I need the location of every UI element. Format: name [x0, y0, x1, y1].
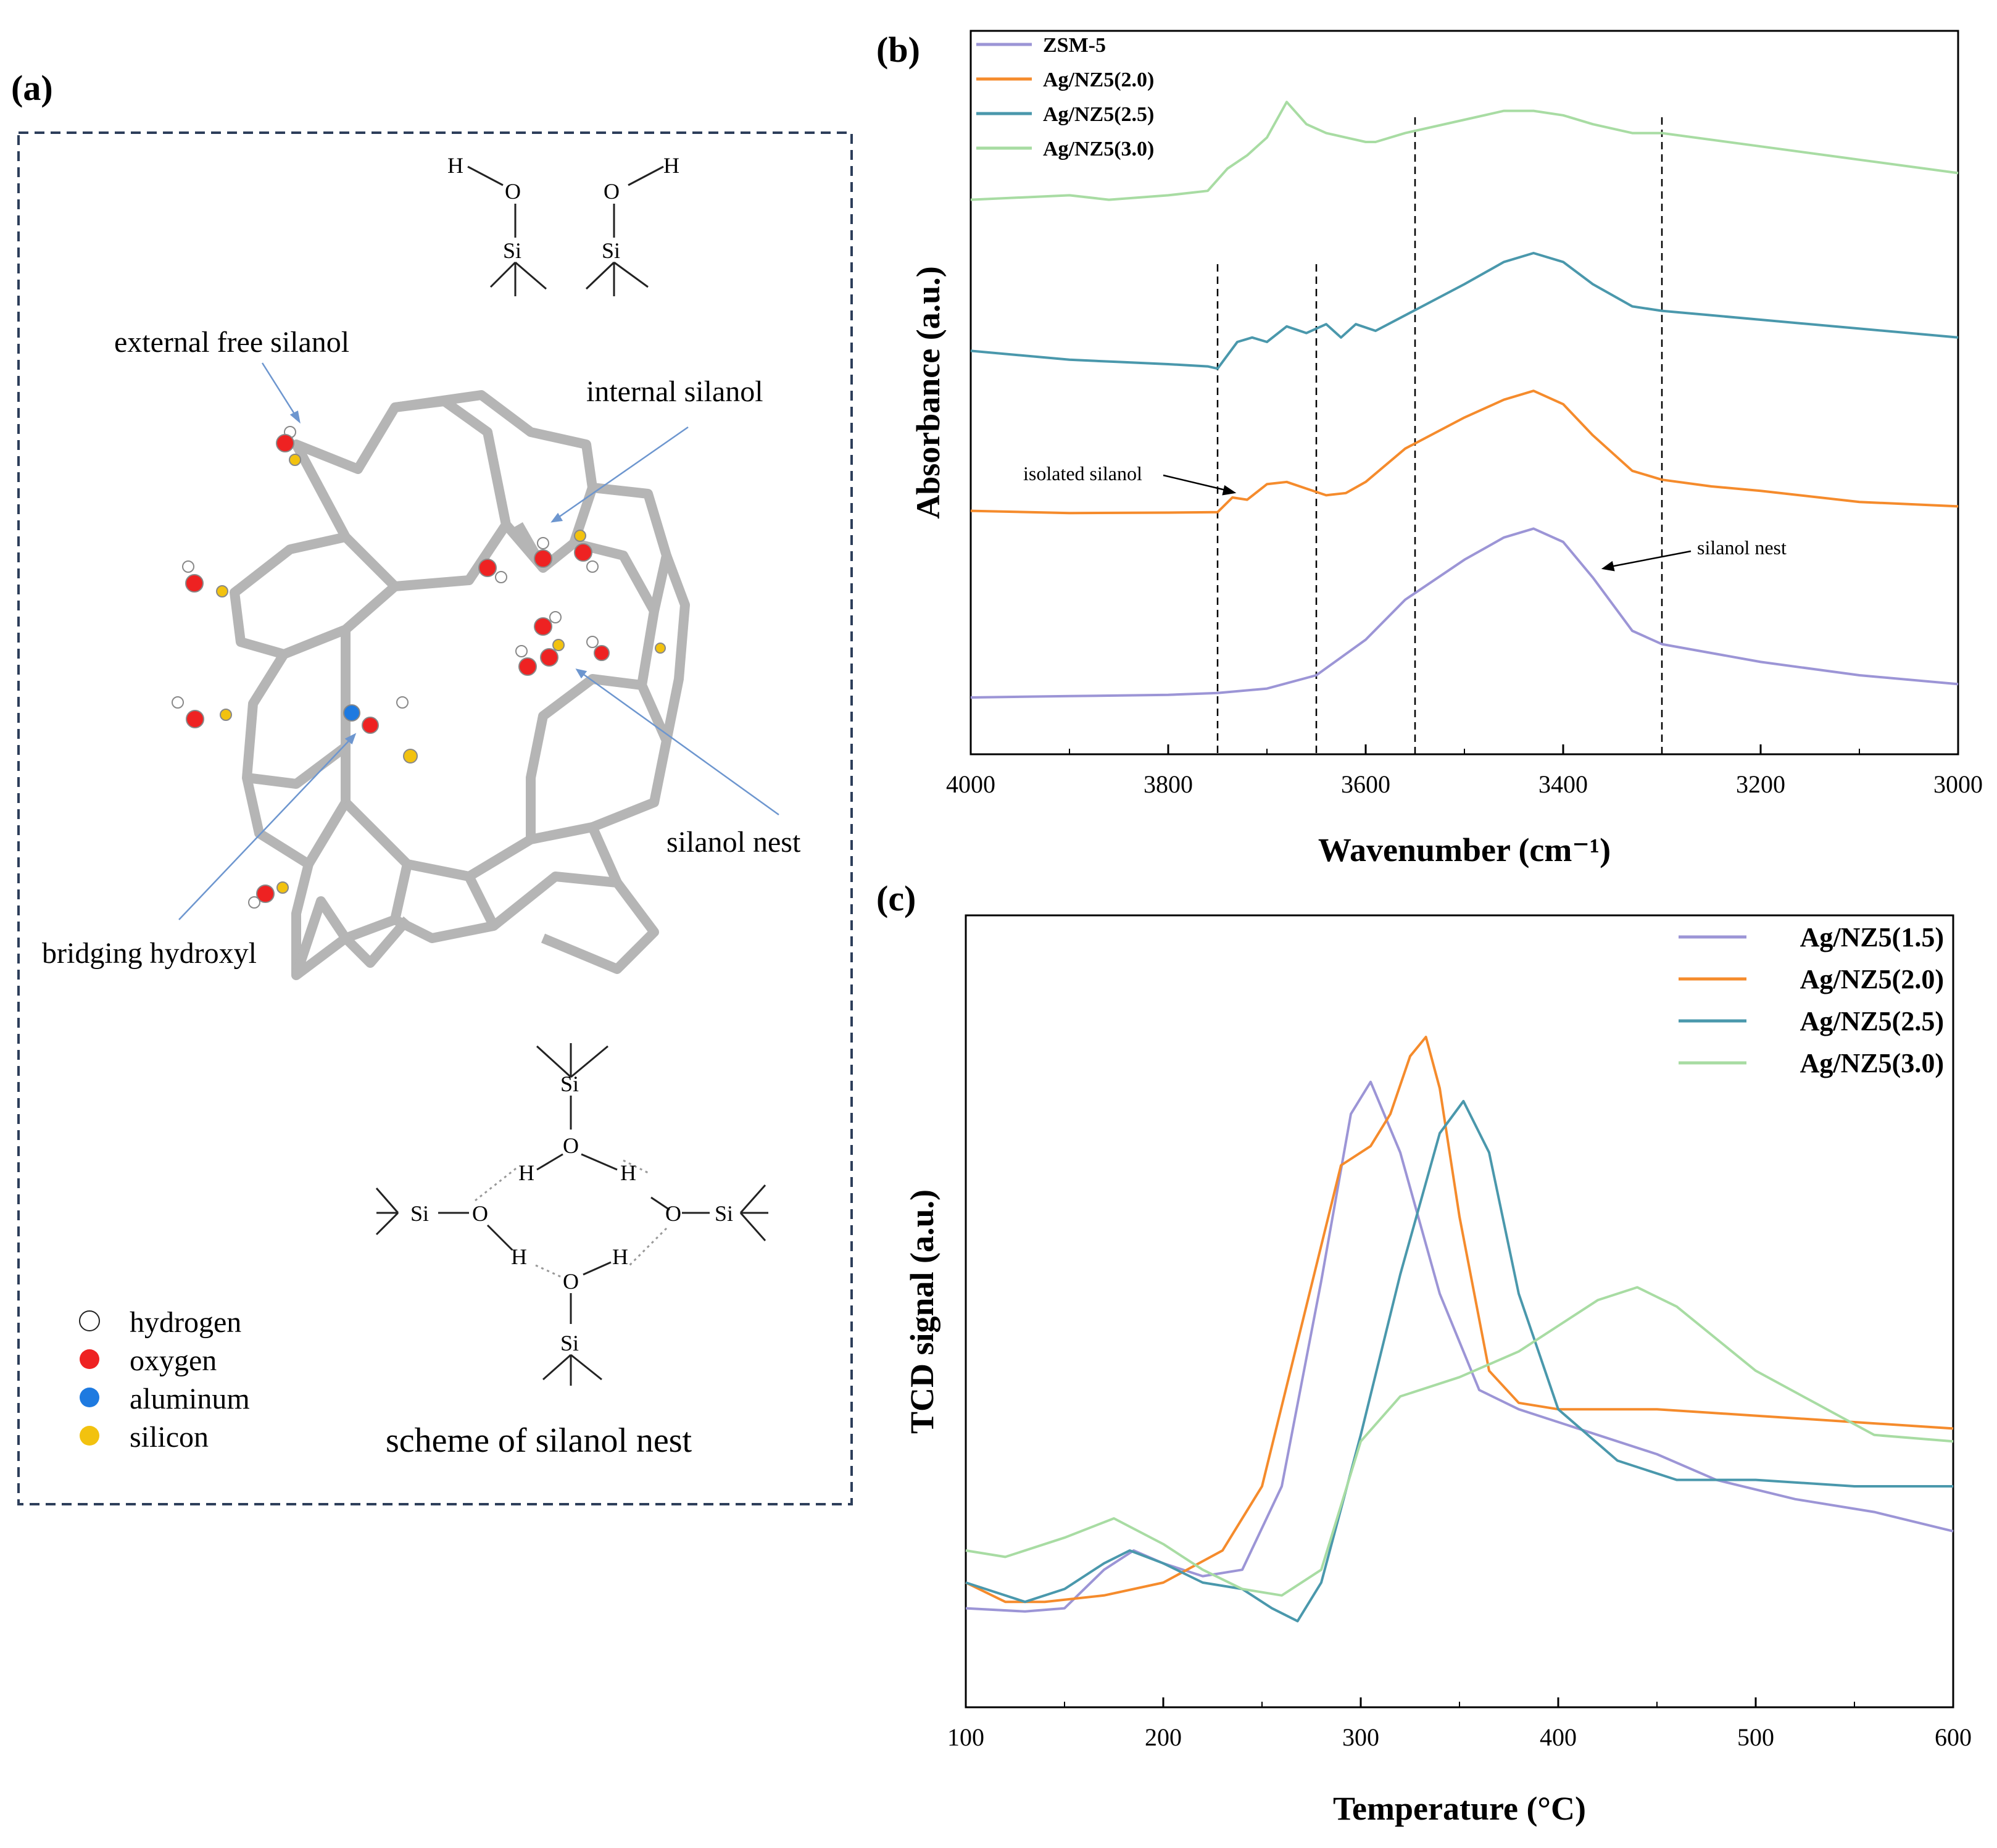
label-silanol-nest-b: silanol nest — [1697, 536, 1787, 559]
scheme-o-bottom: O — [563, 1269, 579, 1294]
atom-legend: hydrogen oxygen aluminum silicon — [79, 1306, 250, 1454]
panel-c-legend: Ag/NZ5(1.5) Ag/NZ5(2.0) Ag/NZ5(2.5) Ag/N… — [1679, 922, 1944, 1078]
panel-c-tick-label-100: 100 — [947, 1723, 984, 1751]
legend-b-zsm5-label: ZSM-5 — [1043, 34, 1106, 57]
panel-c-tick-label-500: 500 — [1737, 1723, 1774, 1751]
panel-b-tick-label-3000: 3000 — [1933, 770, 1983, 798]
framework-atoms — [172, 426, 666, 909]
legend-b-nz5-30-label: Ag/NZ5(3.0) — [1043, 138, 1154, 160]
panel-b-legend: ZSM-5 Ag/NZ5(2.0) Ag/NZ5(2.5) Ag/NZ5(3.0… — [976, 34, 1154, 160]
panel-b-line-zsm-5 — [970, 527, 1959, 699]
panel-b-xticks: 4000 3800 3600 3400 3200 3000 — [946, 744, 1983, 798]
legend-c-nz5-25-label: Ag/NZ5(2.5) — [1800, 1006, 1944, 1036]
label-internal-silanol: internal silanol — [586, 375, 763, 408]
panel-c-line-ag-nz5-1-5 — [965, 1080, 1954, 1613]
panel-c-label: (c) — [876, 878, 916, 918]
legend-silicon-label: silicon — [130, 1421, 209, 1454]
label-isolated-silanol: isolated silanol — [1023, 462, 1142, 485]
scheme-h-topright: H — [620, 1160, 636, 1185]
panel-b-line-ag-nz5-3-0 — [970, 101, 1959, 201]
silanol-nest-scheme — [375, 1043, 768, 1386]
panel-a-label: (a) — [11, 68, 53, 108]
legend-b-nz5-25-label: Ag/NZ5(2.5) — [1043, 103, 1154, 126]
scheme-o-right: O — [665, 1201, 681, 1226]
panel-c-tick-label-400: 400 — [1540, 1723, 1577, 1751]
legend-hydrogen-label: hydrogen — [130, 1306, 241, 1339]
legend-b-nz5-20-label: Ag/NZ5(2.0) — [1043, 69, 1154, 91]
legend-oxygen-marker — [80, 1349, 99, 1369]
panel-b-ylabel: Absorbance (a.u.) — [910, 266, 947, 519]
panel-b-line-ag-nz5-2-5 — [970, 252, 1959, 370]
legend-silicon-marker — [80, 1426, 99, 1446]
panel-b-series — [970, 101, 1959, 699]
panel-b-tick-label-4000: 4000 — [946, 770, 995, 798]
panel-b-line-ag-nz5-2-0 — [970, 389, 1959, 515]
panel-b-xlabel: Wavenumber (cm⁻¹) — [1318, 831, 1611, 868]
panel-b-tick-label-3800: 3800 — [1144, 770, 1193, 798]
scheme-h-bottomright: H — [612, 1244, 628, 1269]
panel-c-ylabel: TCD signal (a.u.) — [903, 1189, 940, 1434]
scheme-o-left: O — [472, 1201, 488, 1226]
silanol1-si: Si — [503, 238, 521, 263]
panel-b-arrows — [1163, 474, 1692, 572]
panel-c-tick-label-600: 600 — [1935, 1723, 1972, 1751]
panel-c-xlabel: Temperature (°C) — [1333, 1790, 1586, 1827]
free-silanol-structures — [467, 165, 664, 296]
panel-a-arrows — [178, 362, 779, 920]
silanol1-o: O — [505, 179, 521, 204]
panel-b-tick-label-3400: 3400 — [1538, 770, 1588, 798]
label-external-free-silanol: external free silanol — [114, 326, 349, 359]
panel-c-line-ag-nz5-3-0 — [965, 1286, 1954, 1597]
legend-c-nz5-15-label: Ag/NZ5(1.5) — [1800, 922, 1944, 952]
scheme-h-topleft: H — [518, 1160, 534, 1185]
scheme-si-left: Si — [410, 1201, 429, 1226]
legend-c-nz5-20-label: Ag/NZ5(2.0) — [1800, 964, 1944, 994]
panel-c-line-ag-nz5-2-0 — [965, 1036, 1954, 1604]
legend-aluminum-label: aluminum — [130, 1383, 250, 1415]
silanol2-o: O — [604, 179, 620, 204]
silanol2-h: H — [663, 153, 679, 178]
panel-b-tick-label-3600: 3600 — [1341, 770, 1390, 798]
panel-c-line-ag-nz5-2-5 — [965, 1100, 1953, 1623]
legend-c-nz5-30-label: Ag/NZ5(3.0) — [1800, 1048, 1944, 1078]
panel-c-xticks: 100 200 300 400 500 600 — [947, 1697, 1972, 1751]
panel-c-tick-label-300: 300 — [1342, 1723, 1379, 1751]
scheme-o-top: O — [563, 1133, 579, 1158]
label-scheme-of-silanol-nest: scheme of silanol nest — [386, 1421, 692, 1460]
panel-b-label: (b) — [876, 30, 920, 70]
label-silanol-nest-a: silanol nest — [666, 826, 801, 859]
panel-b-reference-lines — [1216, 117, 1663, 754]
legend-hydrogen-marker — [79, 1310, 100, 1331]
scheme-si-right: Si — [715, 1201, 733, 1226]
silanol1-h: H — [447, 153, 463, 178]
panel-c-tick-label-200: 200 — [1145, 1723, 1182, 1751]
panel-a-frame — [17, 131, 853, 1505]
silanol2-si: Si — [602, 238, 620, 263]
panel-c-series — [965, 1036, 1954, 1623]
legend-oxygen-label: oxygen — [130, 1344, 217, 1377]
scheme-h-bottomleft: H — [511, 1244, 527, 1269]
panel-b-tick-label-3200: 3200 — [1736, 770, 1785, 798]
label-bridging-hydroxyl: bridging hydroxyl — [42, 937, 257, 970]
legend-aluminum-marker — [80, 1388, 99, 1407]
scheme-si-top: Si — [560, 1072, 579, 1096]
scheme-si-bottom: Si — [560, 1331, 579, 1355]
zeolite-framework — [230, 390, 690, 980]
